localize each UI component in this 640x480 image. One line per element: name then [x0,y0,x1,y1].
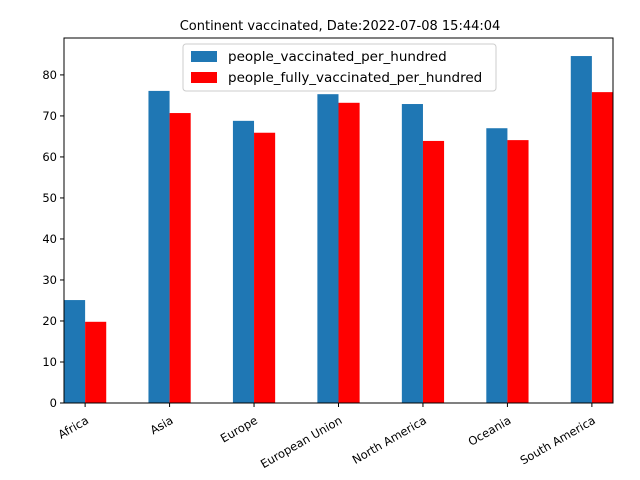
x-tick-label: North America [350,413,429,467]
bar [254,132,276,403]
chart-title: Continent vaccinated, Date:2022-07-08 15… [180,19,501,34]
bar [486,128,508,403]
x-tick-label: Europe [218,413,260,445]
legend-label: people_vaccinated_per_hundred [228,49,447,65]
bar [232,120,255,403]
y-tick-label: 70 [42,109,57,123]
bar [422,140,445,403]
bar [64,300,86,403]
x-tick-label: Africa [56,413,91,442]
bar [317,94,339,403]
x-tick-label: Oceania [466,413,514,449]
y-tick-label: 40 [42,232,57,246]
bar [591,92,613,404]
y-tick-label: 60 [42,150,57,164]
x-tick-label: Asia [148,413,176,437]
y-tick-label: 10 [42,355,57,369]
y-tick-label: 30 [42,273,57,287]
y-axis: 0 10 20 30 40 50 60 70 80 [42,68,64,410]
legend-swatch [191,51,217,62]
legend-label: people_fully_vaccinated_per_hundred [228,70,482,86]
y-tick-label: 20 [42,314,57,328]
legend: people_vaccinated_per_hundred people_full… [182,43,497,92]
bar [570,56,592,403]
bar [401,104,423,404]
bar [169,113,191,403]
bar [148,90,170,404]
y-tick-label: 50 [42,191,57,205]
bar [338,102,360,403]
x-tick-label: South America [518,413,598,467]
legend-box [182,43,497,92]
bar [85,321,107,403]
legend-swatch [191,72,217,83]
y-tick-label: 0 [50,396,57,410]
bars-layer [64,56,613,404]
x-tick-label: European Union [258,413,344,471]
y-tick-label: 80 [42,68,57,82]
bar [507,140,529,403]
